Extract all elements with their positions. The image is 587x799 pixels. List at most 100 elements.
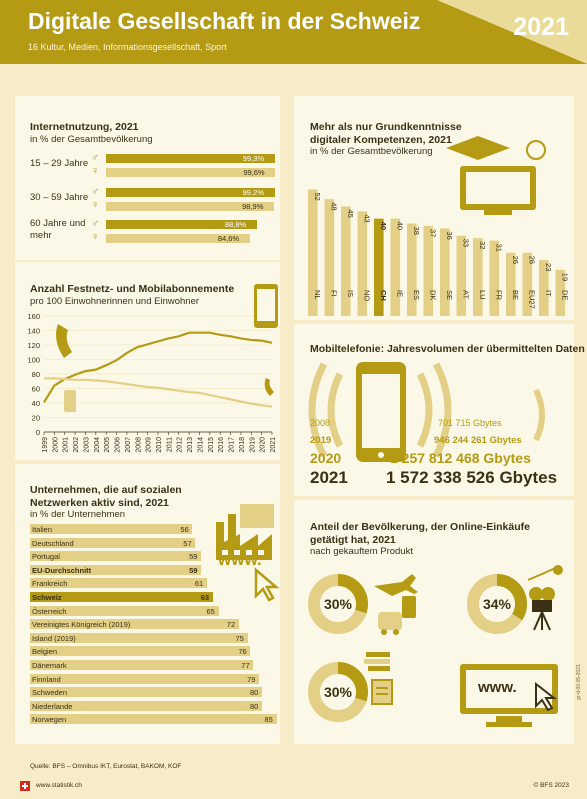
- social-www-text: www.: [218, 550, 262, 569]
- kompetenzen-category: IT: [544, 290, 553, 297]
- kompetenzen-bar: [440, 228, 450, 316]
- kompetenzen-bar: [506, 252, 516, 316]
- shopping-www-text: www.: [478, 679, 517, 696]
- abos-xtick: 2009: [146, 437, 153, 453]
- kompetenzen-value: 52: [313, 192, 322, 200]
- abos-panel: [15, 262, 280, 460]
- kompetenzen-value: 45: [346, 210, 355, 218]
- social-value: 80: [250, 688, 259, 698]
- abos-ytick: 20: [32, 414, 40, 423]
- social-category: Schweden: [32, 688, 68, 698]
- social-value: 75: [235, 633, 244, 643]
- kompetenzen-bar: [456, 235, 467, 316]
- kompetenzen-category: AT: [462, 290, 471, 299]
- abos-xtick: 1999: [42, 437, 49, 453]
- internet-bar: [106, 234, 250, 243]
- mobil-value: 701 715 Gbytes: [438, 418, 502, 428]
- kompetenzen-value: 26: [528, 256, 537, 264]
- internet-bar-value: 88,8%: [224, 220, 247, 229]
- abos-xtick: 2020: [260, 437, 267, 453]
- social-value: 79: [247, 674, 256, 684]
- internet-subtitle: in % der Gesamtbevölkerung: [30, 134, 153, 145]
- abos-xtick: 2008: [135, 437, 142, 453]
- social-category: Portugal: [32, 552, 60, 562]
- social-bar: [30, 592, 213, 602]
- social-value: 56: [180, 525, 189, 534]
- graduation-cap-icon: [446, 136, 510, 160]
- social-category: Finnland: [32, 674, 61, 684]
- social-category: Niederlande: [32, 701, 73, 711]
- social-category: Vereinigtes Königreich (2019): [32, 620, 131, 630]
- travel-icon: [374, 574, 418, 635]
- social-bar: [30, 551, 202, 562]
- landline-handset-icon: [56, 324, 72, 358]
- social-value: 59: [189, 565, 198, 575]
- website-link[interactable]: www.statistik.ch: [36, 782, 82, 789]
- social-category: Frankreich: [32, 579, 68, 589]
- header-banner: [0, 0, 587, 64]
- kompetenzen-category: IS: [346, 290, 355, 297]
- kompetenzen-category: IE: [396, 290, 405, 297]
- computer-icon: [460, 664, 558, 727]
- male-icon: ♂: [91, 218, 100, 230]
- social-subtitle: in % der Unternehmen: [30, 509, 126, 520]
- social-bar: [30, 564, 202, 575]
- kompetenzen-category: BE: [511, 290, 520, 300]
- abos-xtick: 2016: [218, 437, 225, 453]
- abos-ytick: 40: [32, 399, 40, 408]
- mobile-phone-screen: [257, 289, 275, 321]
- internet-bar: [106, 220, 257, 229]
- kompetenzen-subtitle: in % der Gesamtbevölkerung: [310, 146, 433, 157]
- kompetenzen-bar: [374, 218, 384, 316]
- social-bar: [30, 619, 239, 630]
- mobil-value: 1 572 338 526 Gbytes: [386, 468, 558, 487]
- kompetenzen-value: 19: [561, 273, 570, 281]
- social-value: 85: [264, 715, 273, 725]
- kompetenzen-bar: [489, 240, 500, 316]
- kompetenzen-value: 38: [412, 227, 421, 235]
- social-title: Unternehmen, die auf sozialen Netzwerken…: [30, 484, 182, 509]
- abos-xtick: 2021: [270, 437, 277, 453]
- donut-label: 30%: [324, 596, 353, 612]
- landline-handset-small-icon: [264, 378, 274, 396]
- internet-bar-value: 99,3%: [242, 154, 265, 163]
- social-bar: [30, 537, 196, 548]
- kompetenzen-value: 31: [495, 244, 504, 252]
- abos-ytick: 80: [32, 370, 40, 379]
- internet-group-label: 60 Jahre und mehr: [30, 218, 86, 241]
- social-bar: [30, 714, 277, 725]
- kompetenzen-bar: [390, 218, 401, 316]
- kompetenzen-value: 40: [379, 222, 388, 230]
- kompetenzen-value: 36: [445, 231, 454, 239]
- kompetenzen-category: CH: [379, 290, 388, 301]
- kompetenzen-value: 26: [511, 256, 520, 264]
- abos-ytick: 160: [27, 312, 40, 321]
- internet-bar-value: 99,2%: [242, 188, 264, 197]
- internet-bar: [106, 188, 275, 197]
- social-value: 72: [226, 620, 236, 630]
- page-year: 2021: [513, 13, 569, 41]
- abos-xtick: 2017: [229, 437, 236, 453]
- internet-group-label: 15 – 29 Jahre: [30, 158, 89, 169]
- donut-hole: [320, 674, 356, 710]
- social-value: 80: [250, 701, 259, 711]
- abos-xtick: 2006: [115, 437, 122, 453]
- social-category: Norwegen: [32, 715, 67, 725]
- kompetenzen-value: 37: [429, 229, 438, 237]
- kompetenzen-value: 23: [544, 263, 553, 271]
- internet-title: Internetnutzung, 2021: [30, 121, 139, 133]
- abos-title: Anzahl Festnetz- und Mobilabonnemente: [30, 283, 235, 295]
- abos-xtick: 2003: [83, 437, 90, 453]
- kompetenzen-category: FI: [330, 290, 339, 297]
- kompetenzen-bar: [555, 269, 566, 316]
- mobil-year: 2019: [310, 435, 332, 446]
- donut-slice: [308, 574, 368, 634]
- swiss-flag-icon: [20, 781, 30, 791]
- abos-xtick: 2014: [197, 437, 204, 453]
- abos-xtick: 2011: [166, 437, 173, 452]
- social-category: Island (2019): [32, 633, 76, 643]
- female-icon: ♀: [91, 165, 100, 177]
- donut-label: 34%: [483, 596, 512, 612]
- abos-xtick: 2013: [187, 437, 194, 453]
